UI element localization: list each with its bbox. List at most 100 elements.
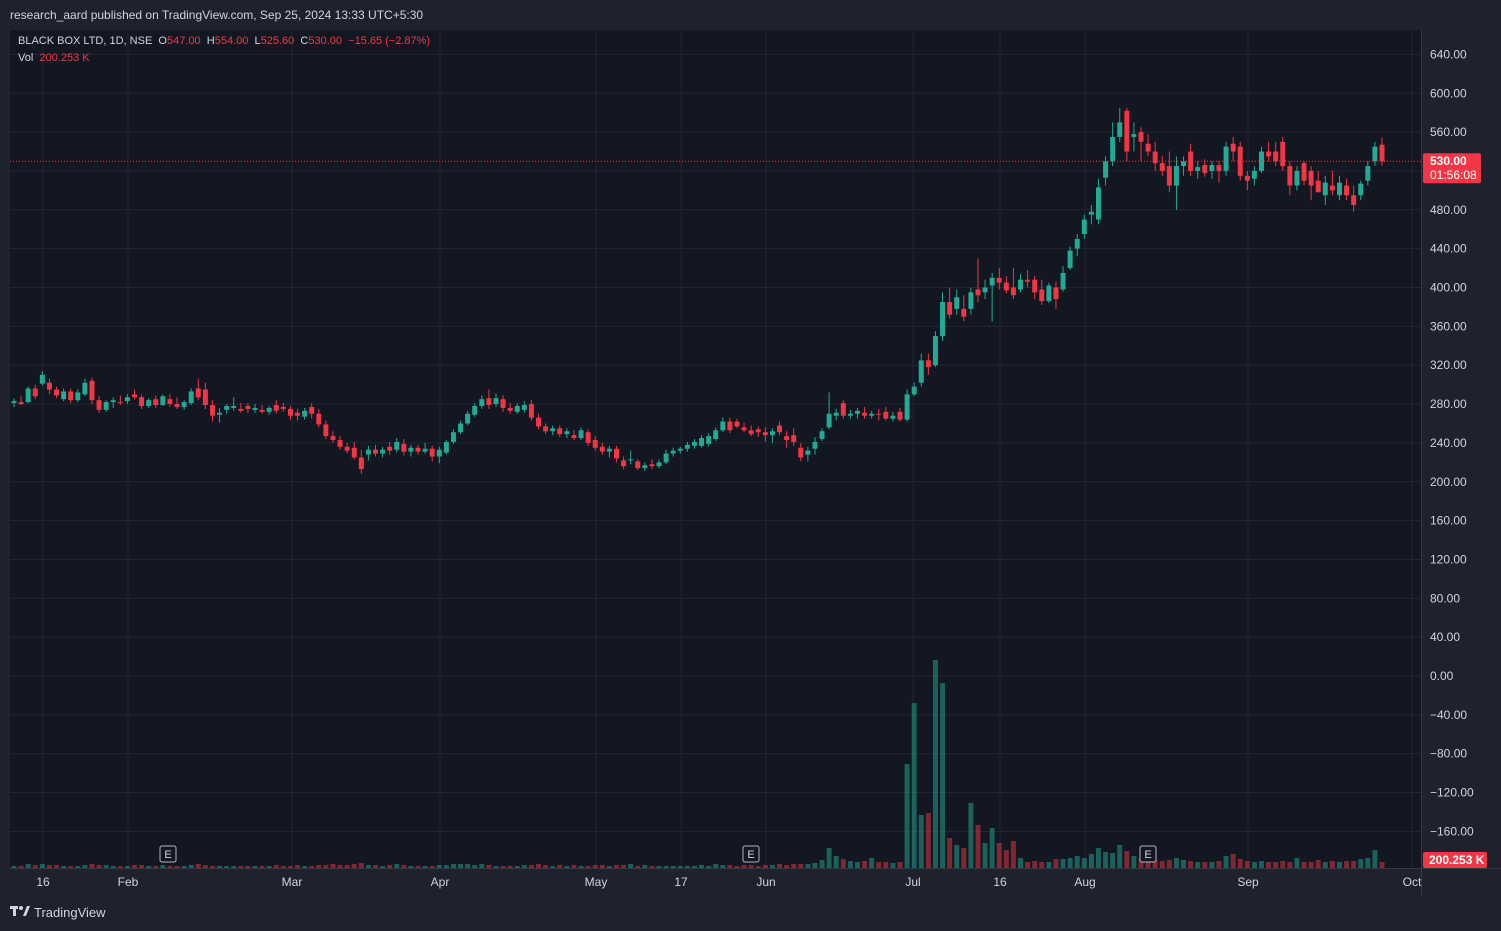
candle-body [592, 439, 598, 448]
volume-tag [1423, 852, 1487, 868]
volume-bar [599, 865, 605, 868]
volume-bar [1159, 861, 1165, 868]
candle-body [1039, 289, 1045, 302]
volume-bar [1259, 861, 1264, 868]
last-price-tag [1423, 153, 1481, 184]
candle-body [1046, 285, 1052, 302]
candle-body [443, 441, 449, 453]
volume-bar [32, 865, 38, 868]
volume-bar [415, 866, 421, 868]
volume-bar [1287, 862, 1293, 868]
volume-bar [1209, 862, 1215, 868]
time-axis-tick-label: Sep [1237, 875, 1259, 889]
volume-bar [259, 866, 265, 868]
candle-body [1060, 272, 1066, 290]
candle-body [1379, 144, 1385, 162]
volume-bar [188, 865, 194, 868]
candle-body [1336, 182, 1342, 196]
volume-bar [202, 865, 208, 868]
volume-bar [181, 866, 187, 868]
candle-body [1308, 170, 1314, 186]
candle-body [1273, 151, 1279, 162]
candle-body [550, 428, 556, 432]
candle-body [1088, 211, 1094, 215]
candle-body [11, 401, 17, 404]
candle-body [557, 428, 563, 435]
last-price-tag-countdown: 01:56:08 [1430, 168, 1477, 182]
candle-body [855, 410, 860, 414]
price-axis-tick-label: 600.00 [1430, 86, 1467, 100]
volume-label: Vol [18, 52, 34, 64]
volume-bar [394, 864, 400, 868]
volume-bar [897, 862, 903, 868]
candle-body [1202, 165, 1208, 173]
candle-body [1018, 279, 1023, 290]
candle-body [1244, 175, 1250, 181]
candle-body [1074, 238, 1080, 249]
volume-bar [46, 865, 52, 868]
tradingview-logo-icon [10, 905, 30, 920]
price-axis-tick-label: −40.00 [1430, 708, 1467, 722]
volume-bar [1067, 858, 1073, 868]
time-axis-tick-label: Jul [905, 875, 920, 889]
candle-body [528, 404, 534, 418]
published-caption: research_aard published on TradingView.c… [10, 8, 424, 22]
volume-bar [436, 865, 442, 868]
volume-bar [862, 861, 868, 868]
candle-body [82, 382, 88, 395]
volume-bar [982, 843, 988, 868]
candle-body [819, 431, 825, 440]
price-axis-tick-label: −120.00 [1430, 786, 1474, 800]
candle-body [238, 408, 244, 411]
candle-body [231, 405, 237, 408]
candle-body [387, 446, 393, 451]
volume-bar [1365, 858, 1371, 868]
time-axis-tick-label: 17 [674, 875, 688, 889]
volume-bar [373, 865, 378, 868]
candle-body [656, 462, 662, 467]
volume-bar [365, 865, 371, 868]
candle-body [1166, 166, 1172, 186]
volume-bar [720, 865, 726, 868]
volume-bar [1053, 859, 1059, 868]
volume-bar [1095, 848, 1101, 868]
volume-bar [351, 864, 357, 868]
volume-bar [585, 866, 591, 868]
candle-body [153, 399, 159, 406]
candle-body [1344, 185, 1350, 196]
candle-body [266, 407, 272, 412]
volume-bar [75, 866, 81, 868]
candle-body [769, 431, 775, 436]
volume-bar [493, 866, 499, 868]
candle-body [380, 449, 386, 454]
volume-bar [621, 865, 627, 868]
candle-body [373, 449, 378, 454]
volume-legend: Vol 200.253 K [18, 52, 90, 64]
candle-body [1081, 219, 1087, 235]
tradingview-logo[interactable]: TradingView [10, 905, 106, 920]
candle-body [188, 391, 194, 404]
volume-bar [1202, 862, 1208, 868]
candle-body [954, 297, 960, 309]
volume-bar [266, 866, 272, 868]
candle-body [1322, 182, 1328, 196]
candle-body [1230, 143, 1236, 152]
candle-body [1251, 170, 1257, 179]
candle-body [1173, 166, 1179, 186]
volume-bar [408, 866, 414, 868]
volume-bar [961, 848, 967, 868]
candle-body [536, 417, 541, 427]
candle-body [876, 413, 882, 415]
volume-bar [663, 866, 669, 868]
candle-body [202, 389, 208, 406]
price-axis-tick-label: 640.00 [1430, 47, 1467, 61]
volume-bar [224, 866, 230, 868]
candle-body [677, 448, 683, 451]
candle-body [472, 405, 478, 415]
candle-body [217, 412, 223, 415]
volume-bar [18, 866, 24, 868]
candle-body [273, 405, 279, 411]
volume-bar [1145, 860, 1151, 868]
